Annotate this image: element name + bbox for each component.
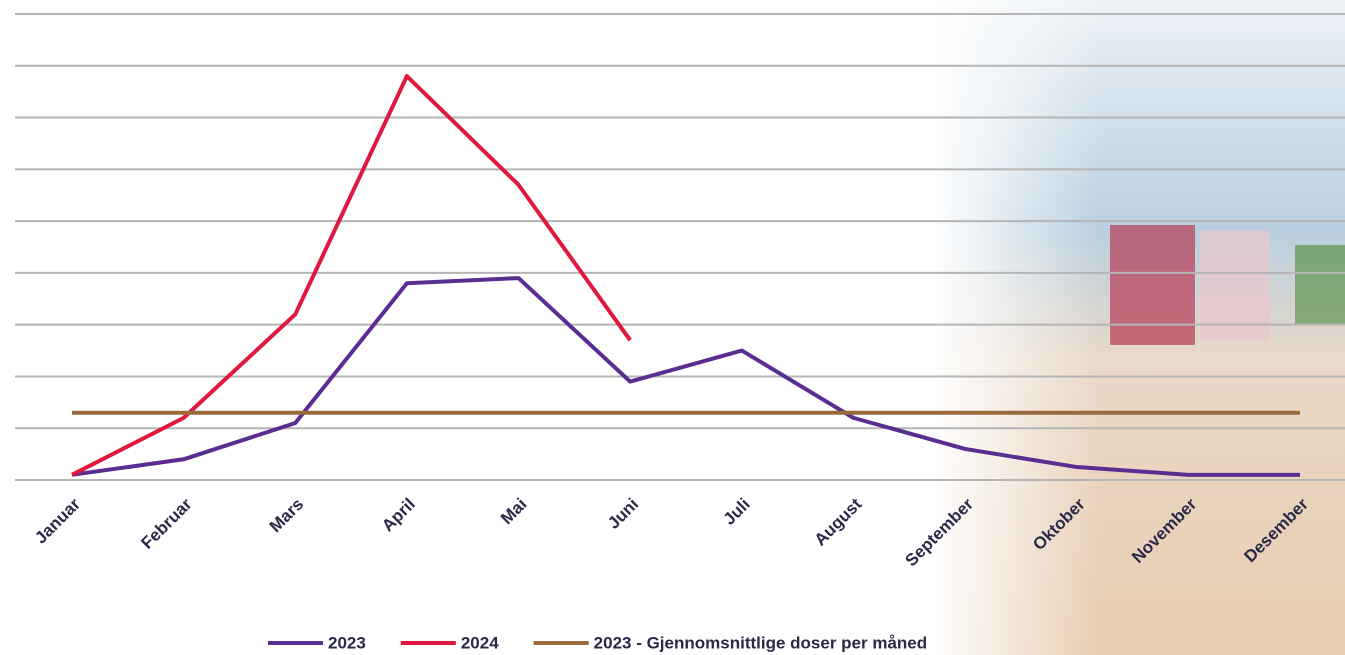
photo-plant bbox=[1295, 245, 1345, 325]
x-tick-label: Mars bbox=[266, 495, 307, 536]
legend-label: 2023 - Gjennomsnittlige doser per måned bbox=[594, 633, 927, 652]
photo-book bbox=[1200, 230, 1270, 340]
x-tick-label: Mai bbox=[497, 495, 530, 528]
x-tick-label: Juli bbox=[720, 495, 754, 529]
x-tick-label: April bbox=[378, 495, 419, 536]
legend-label: 2023 bbox=[328, 633, 366, 652]
x-tick-label: Februar bbox=[137, 494, 195, 552]
x-tick-label: August bbox=[811, 494, 866, 549]
x-tick-label: Juni bbox=[604, 495, 642, 533]
photo-book bbox=[1110, 225, 1195, 345]
series-line bbox=[71, 276, 1300, 477]
x-tick-label: Januar bbox=[31, 494, 84, 547]
legend-label: 2024 bbox=[461, 633, 499, 652]
series-line bbox=[71, 74, 632, 477]
photo-fade bbox=[930, 0, 1100, 655]
